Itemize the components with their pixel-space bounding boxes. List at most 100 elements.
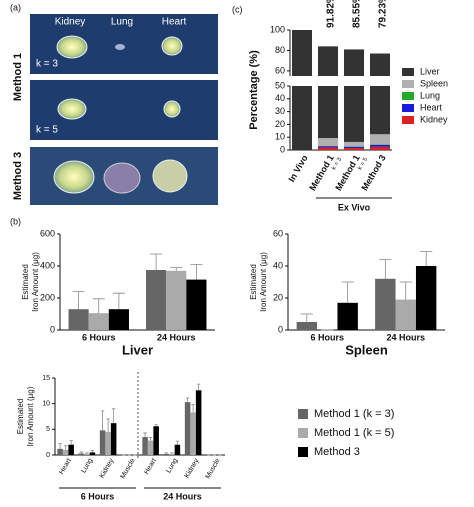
method-label: Method 3 (12, 152, 24, 200)
bar (142, 437, 148, 455)
panel-label: (b) (10, 216, 21, 226)
error-bar (399, 281, 412, 300)
bar (169, 453, 175, 455)
error-bar (148, 437, 153, 441)
error-bar (63, 445, 68, 450)
organ (163, 100, 181, 118)
bar (68, 309, 89, 330)
error-bar (72, 291, 85, 310)
error-bar (90, 449, 95, 453)
y-axis-label: Estimated (21, 264, 30, 300)
error-bar (170, 452, 174, 454)
bar (105, 431, 111, 455)
legend-swatch (298, 428, 308, 438)
y-tick-label: 30 (275, 106, 285, 116)
organ-label: Lung (111, 17, 133, 28)
y-tick-label: 60 (275, 65, 285, 75)
legend-label: Liver (420, 66, 440, 76)
y-tick-label: 0 (278, 324, 283, 334)
bar-segment (370, 53, 390, 76)
x-tick-label: Method 1 (307, 153, 335, 192)
error-bar (100, 410, 105, 431)
x-tick-label: Kidney (99, 457, 116, 479)
organ (103, 162, 141, 194)
organ (152, 159, 188, 193)
error-bar (164, 452, 169, 454)
error-bar (190, 264, 203, 280)
legend-label: Method 1 (k = 3) (314, 408, 394, 420)
bar (78, 453, 85, 455)
bar (88, 313, 109, 330)
bar (296, 322, 318, 330)
legend-swatch (402, 68, 414, 76)
x-tick-label: Lung (80, 457, 94, 474)
y-tick-label: 60 (273, 228, 283, 238)
error-bar (341, 281, 354, 303)
y-tick-label: 40 (275, 93, 285, 103)
bar-segment (344, 148, 364, 150)
bar (190, 412, 196, 455)
bar (375, 278, 396, 330)
bar (99, 430, 106, 455)
bar-segment (370, 146, 390, 150)
y-tick-label: 0 (46, 452, 50, 459)
organ (115, 44, 125, 50)
bar-segment (292, 30, 312, 76)
y-tick-label: 400 (40, 260, 55, 270)
bar (166, 270, 187, 330)
k-label: k = 3 (36, 59, 58, 70)
organ (161, 36, 183, 56)
legend-swatch (402, 104, 414, 112)
x-tick-label: Muscle (120, 457, 137, 480)
bar-segment (370, 144, 390, 147)
y-axis-label: Estimated (16, 399, 25, 435)
bar-segment (344, 146, 364, 149)
error-bar (112, 292, 125, 310)
method-label: Method 1 (12, 53, 24, 101)
y-axis-label: Percentage (%) (248, 50, 260, 130)
y-tick-label: 200 (40, 292, 55, 302)
k-label: k = 5 (36, 125, 58, 136)
bar-segment (344, 49, 364, 76)
x-tick-label: In Vivo (286, 153, 310, 184)
chart-title: Liver (122, 342, 153, 357)
y-tick-label: 50 (275, 80, 285, 90)
bar (84, 453, 90, 455)
bar (68, 444, 74, 455)
y-tick-label: 0 (50, 324, 55, 334)
group-label: 24 Hours (163, 491, 202, 501)
error-bar (196, 383, 201, 391)
x-tick-label: Kidney (184, 457, 201, 479)
annotation: 91.82% (326, 0, 337, 28)
bar (89, 452, 96, 455)
error-bar (170, 267, 183, 271)
bar (153, 426, 159, 455)
y-tick-label: 5 (46, 426, 50, 433)
x-tick-label: Lung (165, 457, 179, 474)
bar (110, 423, 117, 455)
organ (57, 98, 87, 120)
legend-label: Heart (420, 102, 443, 112)
y-tick-label: 10 (42, 401, 50, 408)
bar-segment (318, 86, 338, 139)
image-panel: Kidney Lung Heart k = 3 k = 5 Method 1 M… (12, 14, 218, 205)
error-bar (185, 397, 190, 403)
legend-label: Method 3 (314, 446, 360, 458)
organ (53, 160, 95, 194)
bar (195, 390, 202, 455)
panel-label: (a) (10, 2, 21, 12)
error-bar (150, 253, 163, 270)
legend-label: Method 1 (k = 5) (314, 427, 394, 439)
y-tick-label: 20 (273, 292, 283, 302)
group-label: 6 Hours (81, 491, 115, 501)
bar (395, 299, 416, 330)
panel-label: (c) (232, 4, 243, 14)
y-axis-label: Iron Amount (μg) (31, 252, 40, 312)
organ (56, 35, 88, 59)
error-bar (106, 418, 110, 432)
y-tick-label: 0 (280, 144, 285, 154)
y-tick-label: 10 (275, 132, 285, 142)
organ-label: Kidney (55, 17, 86, 28)
x-tick-label: 24 Hours (157, 332, 196, 342)
bar (146, 270, 167, 330)
